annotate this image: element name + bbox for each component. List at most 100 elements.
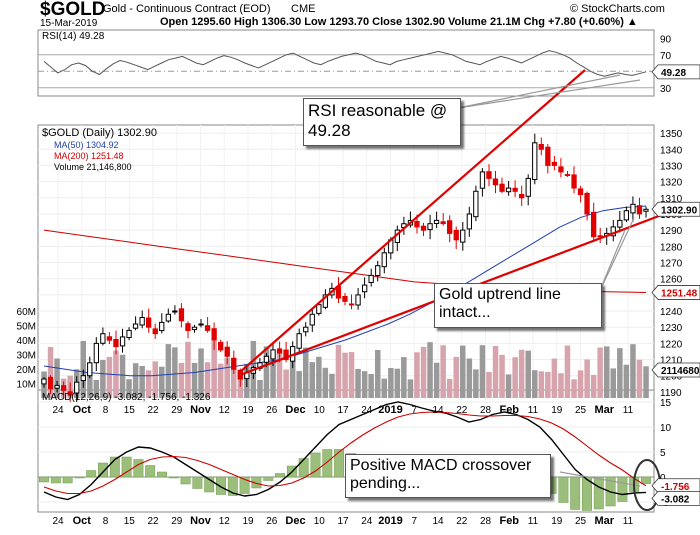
volume-tick-label: 20M (17, 365, 36, 376)
volume-bars (41, 340, 649, 398)
volume-bar (172, 347, 178, 398)
volume-bar (479, 345, 486, 398)
candle-body (93, 342, 99, 364)
volume-bar (289, 357, 296, 398)
volume-bar (231, 357, 237, 398)
candle-body (512, 187, 518, 192)
price-legend-title: $GOLD (Daily) 1302.90 (42, 127, 157, 139)
x-tick-label: 11 (528, 405, 539, 416)
x-tick-label: 7 (411, 516, 417, 527)
volume-bar (532, 370, 538, 398)
candle-body (460, 229, 466, 243)
price-tick-label: 1220 (660, 339, 683, 350)
candle-body (218, 341, 224, 351)
volume-bar (191, 362, 198, 398)
volume-bar (499, 354, 505, 398)
rsi-callout-line2: 49.28 (308, 120, 351, 140)
volume-bar (283, 369, 289, 398)
volume-bar (433, 362, 440, 398)
ma50-legend: MA(50) 1304.92 (54, 140, 119, 150)
macd-histogram-bar (39, 476, 49, 483)
uptrend-callout-line1: Gold uptrend line (439, 286, 561, 303)
volume-bar (636, 359, 643, 398)
x-tick-label: 24 (52, 516, 64, 527)
price-tick-label: 1330 (660, 161, 683, 172)
macd-tick-label: 15 (660, 398, 672, 409)
x-tick-label: 22 (147, 405, 159, 416)
volume-bar (152, 361, 158, 398)
macd-histogram-bar (121, 456, 132, 478)
volume-bar (381, 378, 387, 398)
candle-body (132, 323, 139, 329)
x-tick-label: Feb (499, 404, 519, 416)
volume-bar (178, 362, 185, 398)
candle-body (584, 192, 590, 215)
candle-body (159, 321, 165, 332)
volume-bar (492, 346, 499, 398)
candle-body (505, 187, 512, 193)
candle-body (499, 183, 505, 192)
macd-histogram-bar (322, 449, 333, 478)
date-label: 15-Mar-2019 (40, 18, 98, 29)
macd-histogram-bar (310, 452, 321, 478)
volume-tick-label: 60M (17, 307, 36, 318)
volume-bar (355, 368, 361, 398)
candle-body (303, 326, 309, 333)
rsi-panel-frame (37, 29, 655, 97)
volume-bar (604, 346, 610, 398)
candle-body (368, 274, 374, 283)
x-tick-label: 28 (480, 405, 492, 416)
candle-body (597, 235, 603, 238)
volume-bar (217, 363, 224, 398)
volume-bar (303, 347, 309, 398)
candle-body (198, 323, 204, 326)
x-tick-label: Nov (190, 404, 212, 416)
volume-bar (139, 366, 145, 398)
candle-body (296, 333, 302, 349)
x-tick-label: 12 (219, 405, 231, 416)
x-tick-label: 22 (147, 516, 159, 527)
x-tick-label: Dec (285, 515, 305, 527)
volume-bar (597, 347, 603, 398)
volume-bar (93, 379, 100, 398)
candle-body (263, 355, 270, 363)
volume-bar (623, 364, 630, 398)
macd-histogram-bar (558, 476, 569, 503)
candle-body (146, 317, 152, 328)
candle-body (270, 349, 276, 360)
macd-histogram-bar (86, 470, 97, 478)
candle-body (283, 349, 289, 361)
volume-bar (440, 345, 446, 398)
candle-body (479, 171, 486, 189)
x-tick-label: 11 (528, 516, 539, 527)
volume-bar (185, 341, 191, 398)
macd-signal-badge-shape (651, 478, 700, 494)
macd-histogram-bar (227, 476, 238, 496)
x-tick-label: 2019 (378, 515, 402, 527)
gridlines (38, 54, 654, 503)
candle-body (538, 144, 544, 150)
volume-bar (446, 378, 453, 398)
candle-body (617, 219, 623, 228)
candle-body (433, 219, 440, 224)
x-tick-label: 17 (337, 516, 349, 527)
volume-bar (617, 348, 623, 398)
rsi-value-badge: 49.28 (661, 68, 686, 79)
candle-body (630, 203, 636, 214)
x-tick-label: 28 (480, 516, 492, 527)
macd-histogram-bar (50, 476, 61, 484)
candle-body (591, 211, 597, 238)
x-tick-label: 8 (103, 516, 109, 527)
volume-value-badge-shape (651, 362, 700, 378)
volume-bar (643, 366, 649, 398)
macd-histogram-bar (168, 476, 179, 479)
candle-body (185, 323, 191, 332)
volume-bar (132, 363, 139, 398)
x-tick-label: 26 (266, 405, 278, 416)
x-tick-label: 14 (432, 516, 444, 527)
candle-body (80, 375, 86, 382)
candle-body (473, 190, 479, 218)
volume-bar (545, 372, 551, 398)
watermark: © StockCharts.com (570, 3, 665, 15)
